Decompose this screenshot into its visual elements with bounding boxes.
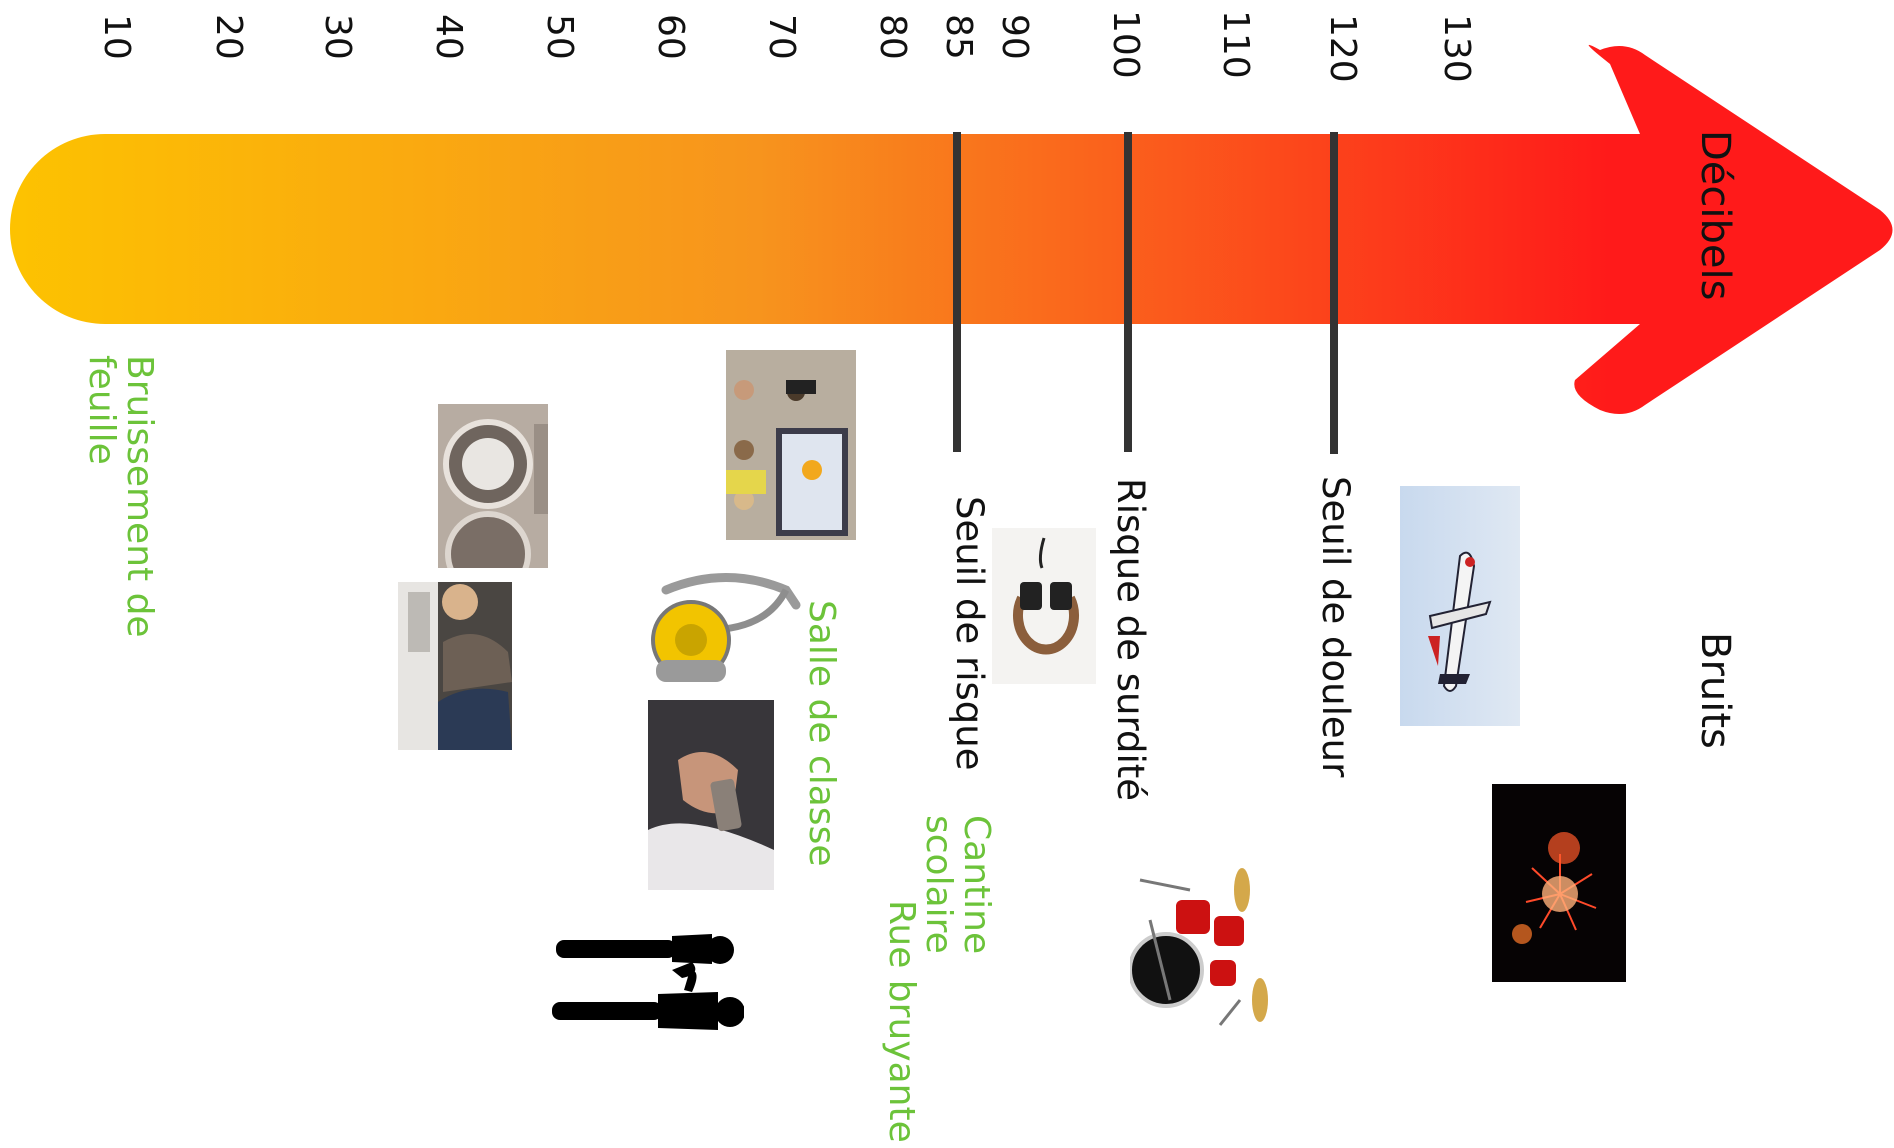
tick-85: 85 (938, 14, 979, 60)
tick-120: 120 (1322, 14, 1363, 83)
classroom-photo (726, 350, 856, 540)
people-silhouettes (552, 934, 744, 1030)
arrow-body (10, 44, 1893, 415)
vacuum-cleaner-photo (646, 570, 802, 688)
threshold-line-120 (1330, 132, 1338, 454)
label-cantine: Cantine scolaire (918, 815, 997, 955)
headphones-photo (992, 528, 1096, 684)
threshold-line-85 (953, 132, 961, 452)
fireworks-photo (1492, 784, 1626, 982)
threshold-label-surdite: Risque de surdité (1109, 478, 1152, 802)
airplane-photo (1400, 486, 1520, 726)
tick-50: 50 (539, 14, 580, 60)
tick-90: 90 (994, 14, 1035, 60)
tick-100: 100 (1105, 10, 1146, 79)
phone-hand-photo (648, 700, 774, 890)
tick-110: 110 (1215, 10, 1256, 79)
tick-70: 70 (761, 14, 802, 60)
label-rue-bruyante: Rue bruyante (881, 900, 922, 1143)
tick-40: 40 (428, 14, 469, 60)
threshold-label-douleur: Seuil de douleur (1314, 476, 1357, 778)
people-talking-photo (398, 582, 512, 750)
label-bruissement: Bruissement de feuille (81, 355, 160, 638)
tick-60: 60 (650, 14, 691, 60)
tick-80: 80 (872, 14, 913, 60)
washing-machine-photo (438, 404, 548, 568)
label-salle-de-classe: Salle de classe (801, 600, 842, 867)
threshold-line-100 (1124, 132, 1132, 452)
drum-kit-photo (1130, 860, 1274, 1030)
threshold-label-risque: Seuil de risque (948, 496, 991, 771)
tick-20: 20 (208, 14, 249, 60)
tick-130: 130 (1436, 14, 1477, 83)
tick-10: 10 (96, 14, 137, 60)
column-title: Bruits (1692, 632, 1738, 749)
axis-title: Décibels (1692, 130, 1738, 301)
tick-30: 30 (317, 14, 358, 60)
